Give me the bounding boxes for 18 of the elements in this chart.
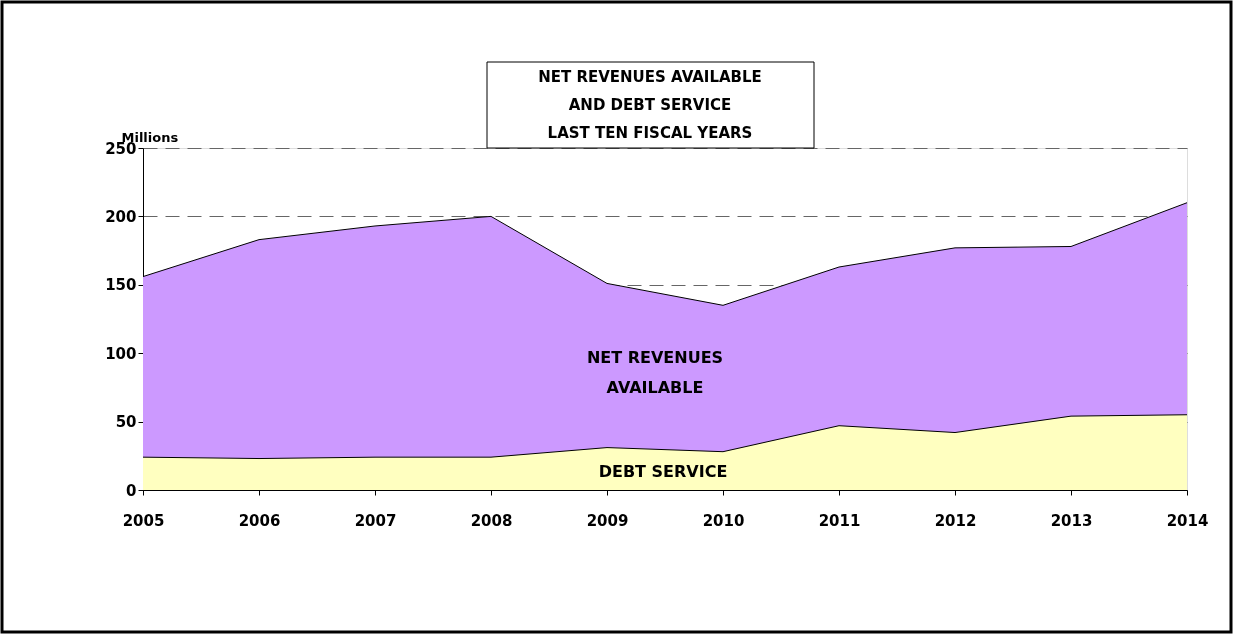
x-tick-label: 2012 xyxy=(934,511,977,530)
chart-title: NET REVENUES AVAILABLE AND DEBT SERVICE LAST TEN FISCAL YEARS xyxy=(538,68,762,142)
x-tick-label: 2005 xyxy=(122,511,165,530)
x-tick-label: 2010 xyxy=(702,511,745,530)
x-tick-label: 2007 xyxy=(354,511,397,530)
y-tick-label: 200 xyxy=(105,207,137,226)
x-tick-label: 2009 xyxy=(586,511,629,530)
x-tick-label: 2011 xyxy=(818,511,861,530)
series-label: DEBT SERVICE xyxy=(598,462,728,481)
y-tick-label: 100 xyxy=(105,344,137,363)
y-tick-label: 50 xyxy=(115,413,137,432)
x-tick-label: 2008 xyxy=(470,511,513,530)
y-tick-label: 150 xyxy=(105,276,137,295)
series-label: NET REVENUES AVAILABLE xyxy=(586,348,724,397)
x-tick-label: 2014 xyxy=(1166,511,1209,530)
x-tick-label: 2006 xyxy=(238,511,281,530)
y-tick-label: 0 xyxy=(126,481,137,500)
x-tick-label: 2013 xyxy=(1050,511,1093,530)
